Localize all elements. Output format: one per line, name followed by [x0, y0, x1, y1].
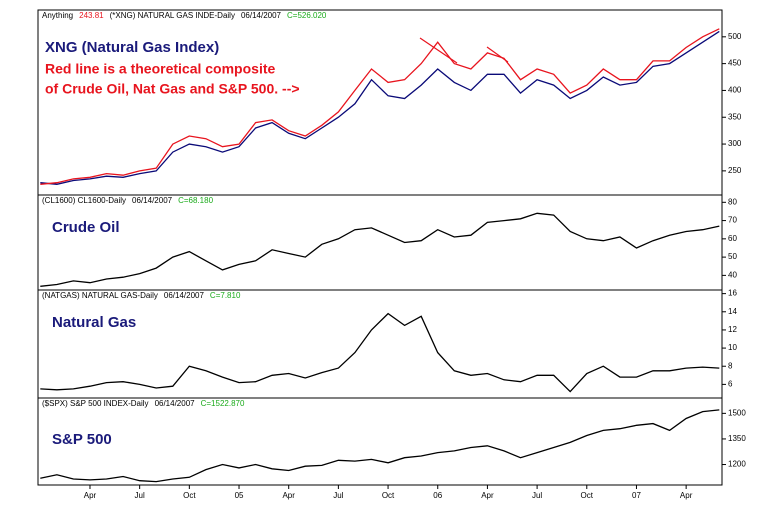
x-tick-label: Apr — [282, 491, 295, 500]
x-tick-label: 07 — [632, 491, 641, 500]
series-line — [40, 30, 720, 185]
y-tick-label: 450 — [728, 59, 742, 68]
header-text: 06/14/2007 — [241, 11, 282, 20]
x-tick-label: 05 — [235, 491, 244, 500]
header-text: ($SPX) S&P 500 INDEX-Daily — [42, 399, 149, 408]
series-line — [40, 28, 720, 185]
panel-title: XNG (Natural Gas Index) — [45, 39, 219, 56]
series-line — [40, 212, 720, 287]
x-tick-label: Jul — [135, 491, 145, 500]
y-tick-label: 1500 — [728, 408, 746, 417]
header-text: C=1522.870 — [201, 399, 245, 408]
y-tick-label: 1350 — [728, 434, 746, 443]
annotation: of Crude Oil, Nat Gas and S&P 500. --> — [45, 81, 300, 97]
y-tick-label: 10 — [728, 343, 737, 352]
x-tick-label: Jul — [532, 491, 542, 500]
x-tick-label: Apr — [84, 491, 97, 500]
y-tick-label: 6 — [728, 379, 733, 388]
y-tick-label: 80 — [728, 197, 737, 206]
y-tick-label: 14 — [728, 307, 737, 316]
x-tick-label: Oct — [382, 491, 395, 500]
header-text: 06/14/2007 — [155, 399, 196, 408]
y-tick-label: 300 — [728, 139, 742, 148]
x-tick-label: Apr — [680, 491, 693, 500]
x-tick-label: Jul — [333, 491, 343, 500]
header-text: Anything — [42, 11, 73, 20]
series-line — [40, 312, 720, 393]
y-tick-label: 400 — [728, 86, 742, 95]
x-tick-label: Oct — [183, 491, 196, 500]
header-text: C=7.810 — [210, 291, 241, 300]
x-tick-label: 06 — [433, 491, 442, 500]
panel-title: S&P 500 — [52, 431, 112, 448]
y-tick-label: 70 — [728, 216, 737, 225]
header-text: (CL1600) CL1600-Daily — [42, 196, 126, 205]
header-text: 06/14/2007 — [132, 196, 173, 205]
x-tick-label: Apr — [481, 491, 494, 500]
header-text: C=526.020 — [287, 11, 327, 20]
frame — [37, 9, 723, 486]
y-tick-label: 40 — [728, 270, 737, 279]
header-text: 243.81 — [79, 11, 104, 20]
y-tick-label: 1200 — [728, 460, 746, 469]
header-text: 06/14/2007 — [164, 291, 205, 300]
y-tick-label: 500 — [728, 32, 742, 41]
header-text: (*XNG) NATURAL GAS INDE-Daily — [110, 11, 235, 20]
header-text: (NATGAS) NATURAL GAS-Daily — [42, 291, 158, 300]
header-text: C=68.180 — [178, 196, 213, 205]
y-tick-label: 12 — [728, 325, 737, 334]
panel-title: Crude Oil — [52, 219, 120, 236]
y-tick-label: 8 — [728, 361, 733, 370]
annotation: Red line is a theoretical composite — [45, 61, 276, 77]
y-tick-label: 250 — [728, 166, 742, 175]
x-tick-label: Oct — [581, 491, 594, 500]
y-tick-label: 16 — [728, 289, 737, 298]
y-tick-label: 350 — [728, 112, 742, 121]
y-tick-label: 60 — [728, 234, 737, 243]
y-tick-label: 50 — [728, 252, 737, 261]
series-line — [40, 409, 720, 483]
panel-title: Natural Gas — [52, 314, 136, 331]
